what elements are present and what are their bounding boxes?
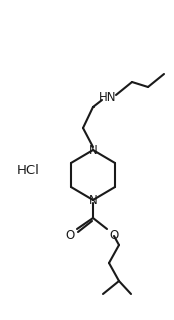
Text: HN: HN: [99, 91, 117, 103]
Text: HCl: HCl: [17, 164, 39, 177]
Text: N: N: [89, 143, 97, 156]
Text: O: O: [109, 228, 119, 242]
Text: O: O: [65, 228, 75, 242]
Text: N: N: [89, 194, 97, 206]
